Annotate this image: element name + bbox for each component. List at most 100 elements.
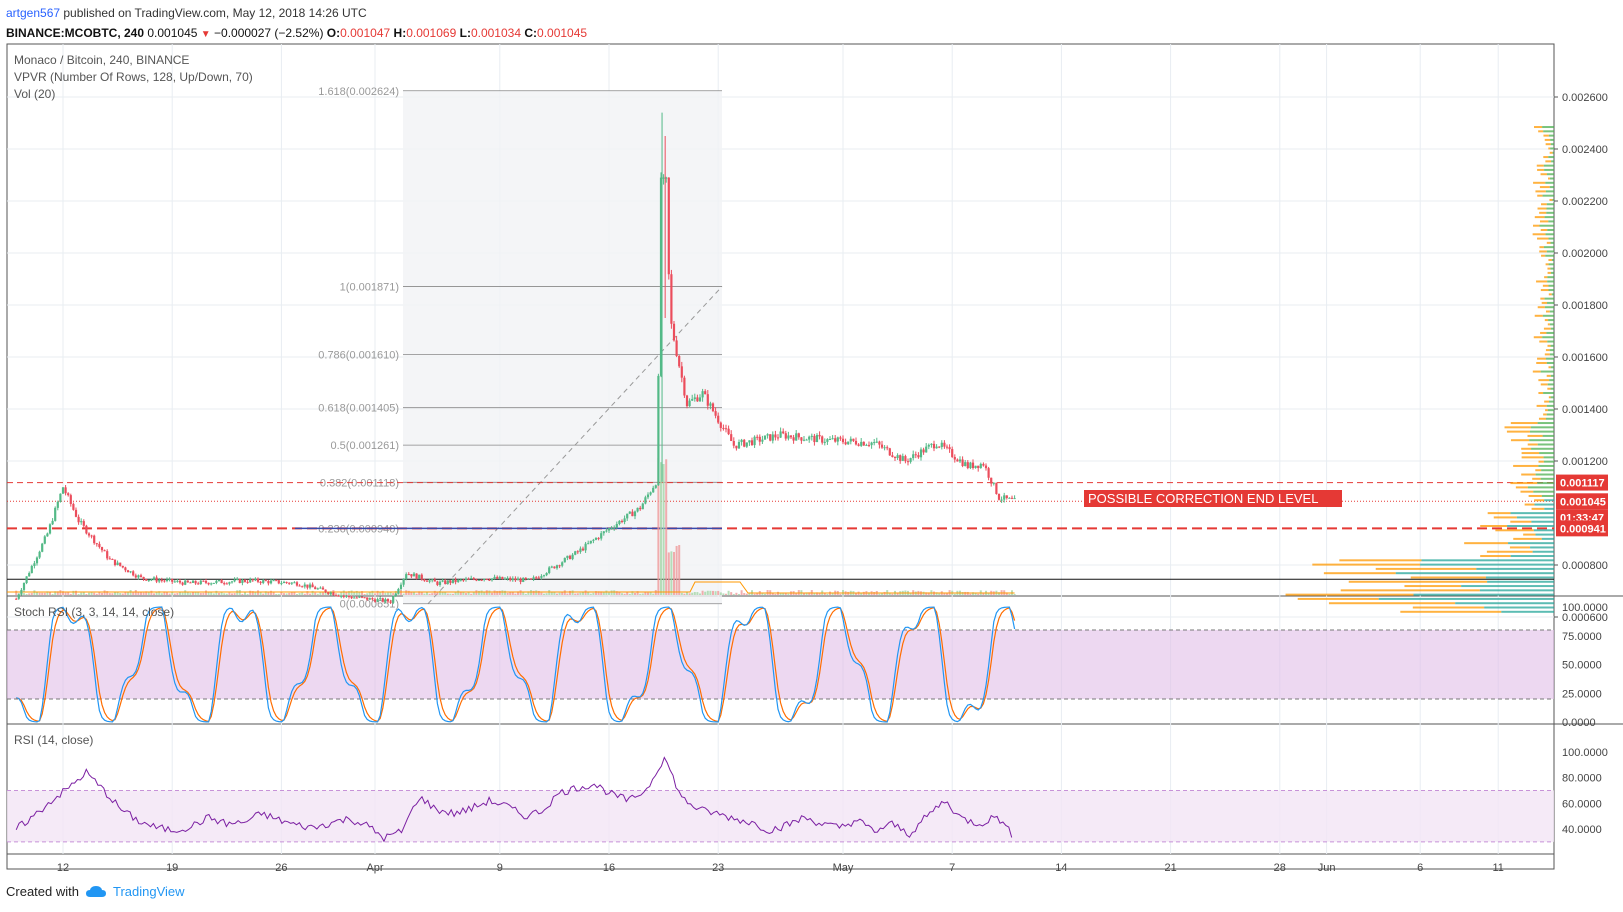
vpvr-row-up [1507, 525, 1554, 527]
volume-bar [896, 593, 899, 595]
volume-bar [641, 593, 644, 595]
candle-body [412, 573, 416, 577]
volume-bar [350, 590, 353, 595]
vpvr-row-down [1527, 434, 1543, 437]
vpvr-row-down [1549, 151, 1553, 154]
volume-bar [64, 592, 67, 595]
vpvr-row-up [1550, 374, 1554, 377]
candle-body [706, 394, 709, 406]
candle-body [904, 456, 907, 462]
candle-body [646, 494, 650, 498]
volume-bar [725, 593, 727, 595]
volume-bar [488, 590, 491, 595]
volume-bar [361, 591, 363, 595]
vpvr-row-down [1541, 254, 1546, 257]
volume-bar [465, 593, 467, 595]
volume-bar [722, 593, 725, 595]
volume-bar [839, 593, 842, 595]
vpvr-row-up [1541, 469, 1554, 472]
tradingview-brand[interactable]: TradingView [112, 884, 185, 899]
vpvr-row-up [1540, 370, 1554, 373]
candle-body [745, 442, 748, 447]
candle-body [636, 507, 639, 512]
candle-body [514, 578, 517, 581]
volume-bar [298, 593, 301, 595]
vpvr-row-up [1542, 194, 1554, 197]
candle-body [501, 576, 504, 580]
volume-bar [563, 590, 566, 595]
vpvr-row-down [1521, 447, 1532, 450]
candle-body [592, 539, 595, 541]
candle-body [641, 503, 644, 510]
volume-bar [212, 593, 215, 595]
fib-level-label: 0.5(0.001261) [331, 440, 400, 452]
vpvr-row-up [1544, 507, 1554, 510]
x-tick-label: 14 [1055, 862, 1067, 874]
vpvr-row-up [1421, 559, 1554, 562]
vpvr-row-down [1539, 340, 1548, 343]
legend-vpvr: VPVR (Number Of Rows, 128, Up/Down, 70) [14, 70, 253, 84]
candle-body [67, 493, 70, 496]
candle-body [623, 518, 626, 523]
vpvr-row-up [1538, 464, 1554, 467]
volume-bar [288, 592, 291, 595]
vpvr-row-up [1547, 173, 1554, 176]
volume-bar [436, 591, 439, 595]
candle-body [199, 580, 202, 585]
badge-current-price-bg [1556, 493, 1608, 510]
symbol-line: BINANCE:MCOBTC, 240 0.001045 ▼ −0.000027… [6, 23, 1566, 45]
vpvr-row-down [1545, 409, 1548, 412]
vpvr-row-up [1551, 259, 1554, 262]
vpvr-row-down [1533, 181, 1546, 184]
candle-body [626, 513, 629, 519]
vpvr-row-down [1534, 314, 1543, 317]
volume-bar [740, 590, 743, 595]
volume-bar [660, 462, 662, 595]
candle-body [951, 449, 954, 457]
candle-body [249, 579, 252, 583]
candle-body [574, 551, 577, 555]
candle-body [223, 583, 226, 585]
vpvr-row-up [1544, 297, 1554, 300]
candle-body [709, 403, 712, 406]
vpvr-row-down [1535, 190, 1546, 193]
fib-level-label: 0.786(0.001610) [318, 349, 399, 361]
high-value: 0.001069 [406, 26, 457, 40]
volume-bar [925, 592, 928, 595]
vpvr-row-down [1531, 507, 1545, 510]
annotation-box [1084, 490, 1342, 507]
vpvr-row-down [1328, 602, 1456, 605]
volume-bar [605, 590, 608, 595]
vpvr-row-down [1339, 559, 1422, 562]
volume-bar [454, 591, 457, 595]
rsi-band [7, 790, 1554, 842]
candle-body [654, 485, 657, 488]
candle-body [345, 595, 348, 597]
vpvr-row-up [1542, 314, 1554, 317]
volume-bar [311, 590, 314, 595]
vpvr-row-down [1495, 529, 1534, 532]
candle-body [568, 555, 572, 560]
volume-bar [498, 590, 501, 595]
volume-bar [701, 590, 704, 595]
candle-body [953, 456, 956, 460]
candle-body [943, 442, 946, 447]
vpvr-row-down [1464, 542, 1509, 545]
author-link[interactable]: artgen567 [6, 6, 61, 20]
candle-body [399, 584, 403, 590]
y-tick-label: 0.000800 [1562, 560, 1608, 572]
volume-bar [246, 593, 249, 595]
volume-bar [80, 592, 83, 595]
candle-body [230, 581, 234, 583]
vpvr-row-up [1546, 404, 1554, 407]
candle-body [204, 580, 208, 583]
vpvr-row-down [1540, 228, 1548, 231]
badge-resistance-bg [1556, 474, 1608, 491]
vpvr-row-up [1547, 301, 1554, 304]
vpvr-row-up [1550, 271, 1554, 274]
stoch-k-line [16, 606, 1016, 723]
vpvr-row-down [1404, 585, 1462, 588]
candle-body [683, 377, 686, 396]
volume-bar [532, 590, 535, 595]
